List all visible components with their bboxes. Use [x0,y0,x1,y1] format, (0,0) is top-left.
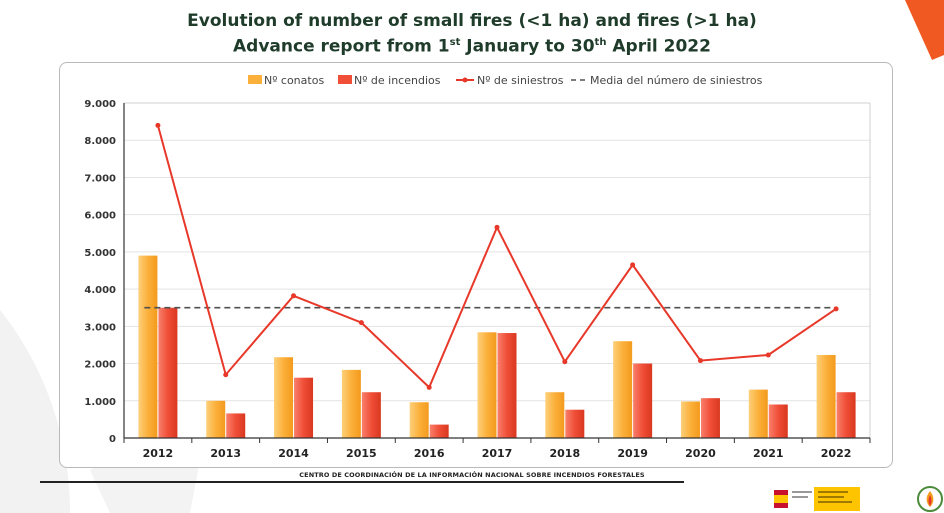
y-tick-label: 8.000 [84,136,116,147]
x-tick-label: 2018 [550,447,581,460]
legend-label-siniestros: Nº de siniestros [477,74,564,87]
bar-incendios-2021 [768,404,788,438]
siniestros-polyline [156,125,837,390]
bar-conatos-2016 [409,402,429,438]
siniestros-point-2022 [833,306,839,312]
title-line2-part3: April 2022 [606,36,711,57]
y-tick-label: 9.000 [84,99,116,110]
bar-incendios-2020 [700,398,720,438]
siniestros-line [155,122,839,390]
y-tick-label: 0 [109,434,116,445]
bar-conatos-2015 [341,369,361,438]
bar-conatos-2017 [477,332,497,438]
bar-incendios-2018 [565,409,585,438]
siniestros-point-2019 [630,262,636,268]
x-tick-label: 2014 [278,447,309,460]
siniestros-point-2021 [765,352,771,358]
siniestros-point-2020 [697,358,703,364]
title-sup-th: th [594,37,607,48]
bar-conatos-2020 [680,401,700,438]
bars [138,255,856,438]
x-tick-label: 2012 [143,447,174,460]
legend-swatch-conatos [248,75,262,84]
legend-label-media: Media del número de siniestros [590,74,763,87]
x-tick-label: 2020 [685,447,716,460]
legend-label-incendios: Nº de incendios [354,74,441,87]
footer-rule [40,481,684,483]
gridlines [124,102,871,438]
title-line2-part1: Advance report from 1 [233,36,450,57]
x-tick-label: 2016 [414,447,445,460]
x-tick-label: 2019 [617,447,648,460]
x-tick-label: 2022 [821,447,852,460]
bar-conatos-2019 [613,341,633,438]
chart-title-line2: Advance report from 1st January to 30th … [0,32,944,58]
footer-caption: CENTRO DE COORDINACIÓN DE LA INFORMACIÓN… [299,471,645,479]
bar-conatos-2013 [206,400,226,438]
bar-conatos-2012 [138,255,158,438]
y-tick-label: 2.000 [84,360,116,371]
bar-incendios-2016 [429,424,449,438]
siniestros-point-2012 [155,122,161,128]
bar-incendios-2019 [633,363,653,438]
y-tick-label: 4.000 [84,285,116,296]
chart-title: Evolution of number of small fires (<1 h… [0,10,944,58]
bar-incendios-2015 [361,392,381,438]
y-tick-label: 7.000 [84,173,116,184]
legend-swatch-incendios [338,75,352,84]
siniestros-point-2013 [223,372,229,378]
y-axis: 0 1.000 2.000 3.000 4.000 5.000 6.000 7.000 8.00… [84,99,116,445]
emblem-icon [917,486,943,512]
bar-incendios-2013 [226,413,246,438]
chart-title-line1: Evolution of number of small fires (<1 h… [187,11,757,31]
siniestros-point-2015 [358,320,364,326]
legend-marker-siniestros [462,77,468,83]
siniestros-point-2016 [426,384,432,390]
bar-incendios-2012 [158,307,178,438]
siniestros-point-2017 [494,224,500,230]
bar-conatos-2014 [274,357,294,438]
x-axis: 2012 2013 2014 2015 2016 2017 2018 2019 2020 2021… [123,103,871,460]
bar-incendios-2022 [836,392,856,438]
government-logo [772,487,862,511]
title-sup-st: st [449,37,461,48]
siniestros-point-2018 [562,359,568,365]
x-tick-label: 2013 [210,447,241,460]
bar-conatos-2021 [748,389,768,438]
siniestros-point-2014 [291,293,297,299]
x-tick-label: 2015 [346,447,377,460]
bar-incendios-2017 [497,333,517,438]
legend: Nº conatos Nº de incendios Nº de siniestro… [248,74,763,87]
y-tick-label: 1.000 [84,397,116,408]
x-tick-label: 2021 [753,447,784,460]
y-tick-label: 5.000 [84,248,116,259]
legend-label-conatos: Nº conatos [264,74,324,87]
bar-conatos-2022 [816,354,836,438]
y-tick-label: 6.000 [84,211,116,222]
title-line2-part2: January to 30 [460,36,595,57]
y-tick-label: 3.000 [84,322,116,333]
bar-conatos-2018 [545,392,565,438]
x-tick-label: 2017 [482,447,513,460]
bar-incendios-2014 [294,377,314,438]
